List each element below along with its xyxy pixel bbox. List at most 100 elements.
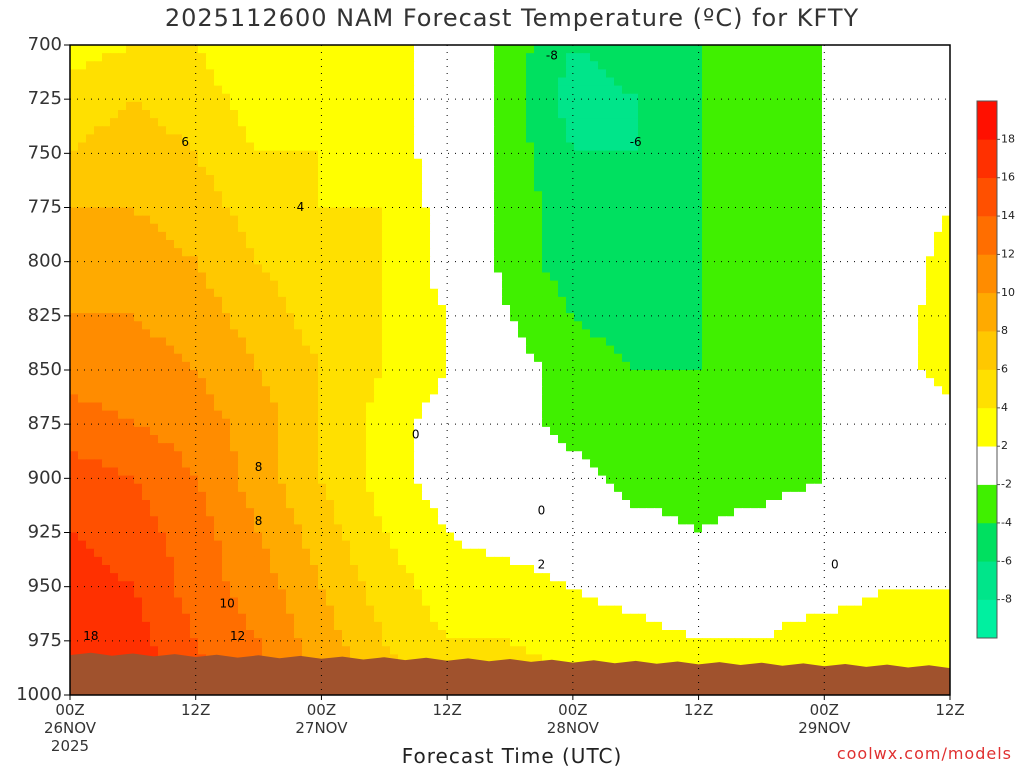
field-cell xyxy=(718,248,727,257)
field-cell xyxy=(478,272,487,282)
field-cell xyxy=(550,199,559,209)
field-cell xyxy=(454,272,463,282)
field-cell xyxy=(798,61,807,70)
field-cell xyxy=(350,158,359,168)
field-cell xyxy=(910,394,919,404)
field-cell xyxy=(846,126,855,135)
field-cell xyxy=(286,231,295,241)
field-cell xyxy=(598,126,607,135)
field-cell xyxy=(78,110,87,119)
field-cell xyxy=(886,93,895,103)
field-cell xyxy=(598,337,607,347)
field-cell xyxy=(590,134,599,144)
field-cell xyxy=(294,77,303,87)
field-cell xyxy=(806,280,815,290)
field-cell xyxy=(902,264,911,274)
field-cell xyxy=(710,272,719,282)
field-cell xyxy=(438,264,447,274)
field-cell xyxy=(662,69,671,79)
field-cell xyxy=(94,231,103,241)
field-cell xyxy=(654,191,663,200)
field-cell xyxy=(158,223,167,233)
field-cell xyxy=(222,256,231,265)
field-cell xyxy=(478,345,487,355)
field-cell xyxy=(814,77,823,87)
field-cell xyxy=(846,166,855,176)
field-cell xyxy=(494,272,503,282)
field-cell xyxy=(502,378,511,387)
field-cell xyxy=(662,296,671,306)
field-cell xyxy=(542,191,551,200)
field-cell xyxy=(678,85,687,95)
field-cell xyxy=(638,69,647,79)
field-cell xyxy=(750,402,759,412)
field-cell xyxy=(430,280,439,290)
field-cell xyxy=(838,394,847,404)
field-cell xyxy=(710,361,719,371)
field-cell xyxy=(566,77,575,87)
field-cell xyxy=(558,45,567,54)
field-cell xyxy=(182,85,191,95)
field-cell xyxy=(614,321,623,330)
field-cell xyxy=(398,183,407,192)
field-cell xyxy=(838,61,847,70)
field-cell xyxy=(150,264,159,274)
field-cell xyxy=(814,118,823,127)
field-cell xyxy=(854,361,863,371)
field-cell xyxy=(462,175,471,184)
field-cell xyxy=(446,207,455,217)
field-cell xyxy=(870,288,879,298)
field-cell xyxy=(190,134,199,144)
field-cell xyxy=(270,207,279,217)
field-cell xyxy=(894,69,903,79)
field-cell xyxy=(326,118,335,127)
field-cell xyxy=(174,394,183,404)
field-cell xyxy=(238,53,247,62)
field-cell xyxy=(574,280,583,290)
field-cell xyxy=(422,353,431,363)
field-cell xyxy=(814,321,823,330)
field-cell xyxy=(710,264,719,274)
field-cell xyxy=(854,134,863,144)
field-cell xyxy=(606,118,615,127)
field-cell xyxy=(622,150,631,160)
field-cell xyxy=(462,93,471,103)
field-cell xyxy=(798,126,807,135)
field-cell xyxy=(318,207,327,217)
field-cell xyxy=(86,142,95,152)
field-cell xyxy=(830,110,839,119)
field-cell xyxy=(294,231,303,241)
field-cell xyxy=(358,410,367,420)
field-cell xyxy=(142,183,151,192)
field-cell xyxy=(710,337,719,347)
field-cell xyxy=(70,175,79,184)
field-cell xyxy=(110,378,119,387)
field-cell xyxy=(870,183,879,192)
field-cell xyxy=(198,305,207,314)
field-cell xyxy=(190,101,199,111)
field-cell xyxy=(382,296,391,306)
field-cell xyxy=(902,321,911,330)
field-cell xyxy=(670,345,679,355)
field-cell xyxy=(670,207,679,217)
field-cell xyxy=(942,386,950,395)
field-cell xyxy=(342,305,351,314)
field-cell xyxy=(542,183,551,192)
field-cell xyxy=(758,329,767,339)
field-cell xyxy=(710,158,719,168)
field-cell xyxy=(318,93,327,103)
field-cell xyxy=(502,345,511,355)
field-cell xyxy=(262,134,271,144)
field-cell xyxy=(438,45,447,54)
field-cell xyxy=(622,215,631,225)
field-cell xyxy=(310,296,319,306)
field-cell xyxy=(342,183,351,192)
field-cell xyxy=(398,378,407,387)
field-cell xyxy=(710,183,719,192)
field-cell xyxy=(118,69,127,79)
field-cell xyxy=(886,394,895,404)
field-cell xyxy=(654,158,663,168)
field-cell xyxy=(790,256,799,265)
field-cell xyxy=(310,240,319,249)
field-cell xyxy=(550,288,559,298)
